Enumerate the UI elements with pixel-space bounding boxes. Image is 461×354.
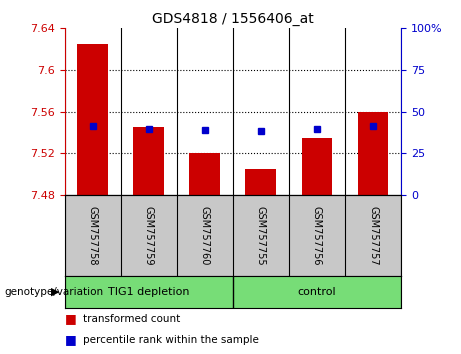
Title: GDS4818 / 1556406_at: GDS4818 / 1556406_at (152, 12, 313, 26)
Bar (301, 137, 332, 195)
Bar (133, 127, 164, 195)
Text: GSM757760: GSM757760 (200, 206, 210, 265)
Text: GSM757758: GSM757758 (88, 206, 98, 265)
Text: TIG1 depletion: TIG1 depletion (108, 287, 189, 297)
Text: ■: ■ (65, 312, 76, 325)
Text: percentile rank within the sample: percentile rank within the sample (83, 335, 259, 345)
Text: GSM757756: GSM757756 (312, 206, 322, 265)
Text: transformed count: transformed count (83, 314, 180, 324)
Bar (189, 153, 220, 195)
Text: genotype/variation: genotype/variation (5, 287, 104, 297)
Text: GSM757759: GSM757759 (144, 206, 154, 265)
Text: ▶: ▶ (51, 287, 59, 297)
Text: GSM757757: GSM757757 (368, 206, 378, 265)
Bar (77, 44, 108, 195)
Bar (358, 112, 389, 195)
Text: control: control (298, 287, 336, 297)
Text: ■: ■ (65, 333, 76, 346)
Bar (245, 169, 276, 195)
Text: GSM757755: GSM757755 (256, 206, 266, 265)
